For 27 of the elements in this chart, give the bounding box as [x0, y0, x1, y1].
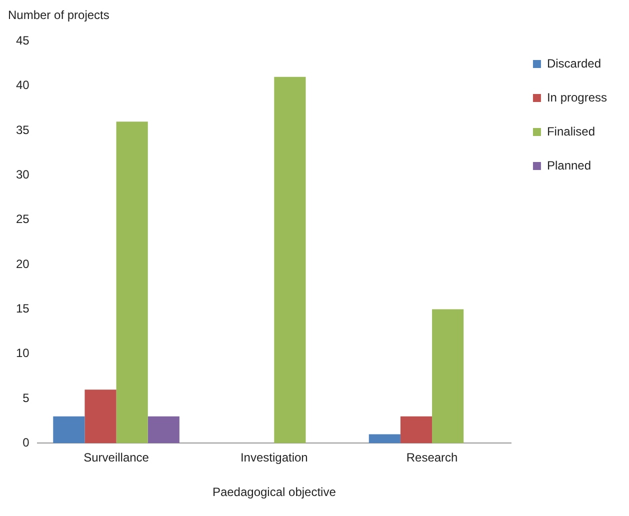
x-tick-label: Surveillance	[84, 450, 150, 465]
y-tick-label: 0	[22, 436, 30, 450]
y-tick-label: 40	[16, 78, 30, 92]
legend-label: Planned	[546, 158, 592, 172]
x-axis-title: Paedagogical objective	[212, 485, 336, 500]
bar	[432, 309, 464, 444]
bar	[84, 390, 116, 444]
bar	[400, 416, 432, 444]
y-tick-label: 30	[16, 168, 30, 182]
y-tick-label: 15	[16, 302, 30, 316]
bar	[148, 416, 180, 444]
bar	[274, 76, 306, 444]
y-tick-label: 35	[16, 122, 30, 137]
bar	[53, 416, 85, 444]
y-tick-label: 20	[16, 256, 30, 271]
y-tick-label: 25	[16, 212, 30, 226]
bar	[116, 122, 148, 444]
y-tick-label: 5	[22, 390, 30, 405]
y-axis-title: Number of projects	[8, 8, 110, 24]
x-tick-label: Investigation	[240, 450, 308, 465]
legend-label: In progress	[546, 90, 607, 104]
legend-label: Discarded	[546, 56, 601, 70]
bar	[368, 434, 400, 444]
y-tick-label: 10	[16, 346, 30, 360]
legend-label: Finalised	[546, 124, 595, 138]
x-tick-label: Research	[406, 450, 458, 465]
y-tick-label: 45	[16, 34, 30, 48]
